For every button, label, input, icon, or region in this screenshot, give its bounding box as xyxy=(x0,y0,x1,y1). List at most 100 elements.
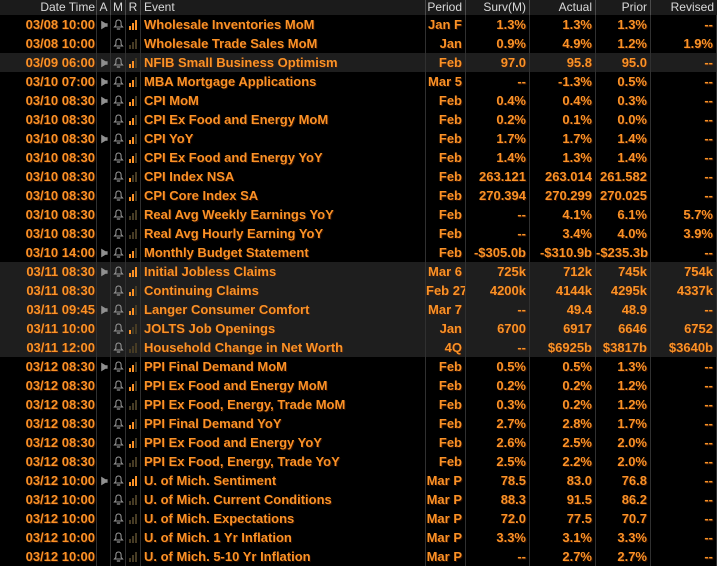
table-row[interactable]: 03/12 08:30 PPI Ex Food, Energy, Trade Y… xyxy=(0,452,717,471)
table-row[interactable]: 03/10 07:00 MBA Mortgage Applications Ma… xyxy=(0,72,717,91)
bell-icon[interactable] xyxy=(112,341,124,354)
bell-icon[interactable] xyxy=(112,265,124,278)
cell-alert[interactable] xyxy=(111,53,126,72)
cell-alert[interactable] xyxy=(111,34,126,53)
bell-icon[interactable] xyxy=(112,189,124,202)
bell-icon[interactable] xyxy=(112,531,124,544)
cell-alert[interactable] xyxy=(111,452,126,471)
table-row[interactable]: 03/10 14:00 Monthly Budget Statement Feb… xyxy=(0,243,717,262)
table-row[interactable]: 03/12 10:00 U. of Mich. 5-10 Yr Inflatio… xyxy=(0,547,717,566)
cell-alert[interactable] xyxy=(111,547,126,566)
cell-alert[interactable] xyxy=(111,110,126,129)
bell-icon[interactable] xyxy=(112,550,124,563)
bell-icon[interactable] xyxy=(112,379,124,392)
cell-alert[interactable] xyxy=(111,433,126,452)
bell-icon[interactable] xyxy=(112,398,124,411)
bell-icon[interactable] xyxy=(112,455,124,468)
bell-icon[interactable] xyxy=(112,360,124,373)
bell-icon[interactable] xyxy=(112,284,124,297)
bell-icon[interactable] xyxy=(112,417,124,430)
table-row[interactable]: 03/10 08:30 CPI Core Index SA Feb 270.39… xyxy=(0,186,717,205)
table-row[interactable]: 03/11 08:30 Initial Jobless Claims Mar 6… xyxy=(0,262,717,281)
table-row[interactable]: 03/12 08:30 PPI Final Demand YoY Feb 2.7… xyxy=(0,414,717,433)
cell-surv: 2.5% xyxy=(466,452,530,471)
cell-actual: 49.4 xyxy=(530,300,596,319)
table-row[interactable]: 03/10 08:30 CPI MoM Feb 0.4% 0.4% 0.3% -… xyxy=(0,91,717,110)
cell-datetime: 03/10 08:30 xyxy=(0,186,97,205)
table-row[interactable]: 03/10 08:30 CPI YoY Feb 1.7% 1.7% 1.4% -… xyxy=(0,129,717,148)
table-row[interactable]: 03/12 08:30 PPI Ex Food, Energy, Trade M… xyxy=(0,395,717,414)
cell-alert[interactable] xyxy=(111,15,126,34)
cell-alert[interactable] xyxy=(111,262,126,281)
table-row[interactable]: 03/11 12:00 Household Change in Net Wort… xyxy=(0,338,717,357)
cell-event: U. of Mich. Current Conditions xyxy=(141,490,426,509)
cell-alert[interactable] xyxy=(111,509,126,528)
cell-alert[interactable] xyxy=(111,319,126,338)
cell-alert[interactable] xyxy=(111,471,126,490)
table-row[interactable]: 03/08 10:00 Wholesale Trade Sales MoM Ja… xyxy=(0,34,717,53)
table-row[interactable]: 03/12 10:00 U. of Mich. Expectations Mar… xyxy=(0,509,717,528)
speaker-icon xyxy=(99,362,109,372)
table-row[interactable]: 03/12 08:30 PPI Final Demand MoM Feb 0.5… xyxy=(0,357,717,376)
cell-alert[interactable] xyxy=(111,148,126,167)
table-row[interactable]: 03/10 08:30 Real Avg Hourly Earning YoY … xyxy=(0,224,717,243)
cell-alert[interactable] xyxy=(111,224,126,243)
cell-alert[interactable] xyxy=(111,395,126,414)
cell-alert[interactable] xyxy=(111,72,126,91)
cell-alert[interactable] xyxy=(111,300,126,319)
bell-icon[interactable] xyxy=(112,132,124,145)
bell-icon[interactable] xyxy=(112,436,124,449)
cell-alert[interactable] xyxy=(111,91,126,110)
cell-alert[interactable] xyxy=(111,186,126,205)
bell-icon[interactable] xyxy=(112,18,124,31)
table-row[interactable]: 03/12 10:00 U. of Mich. Current Conditio… xyxy=(0,490,717,509)
table-row[interactable]: 03/09 06:00 NFIB Small Business Optimism… xyxy=(0,53,717,72)
bell-icon[interactable] xyxy=(112,151,124,164)
cell-alert[interactable] xyxy=(111,167,126,186)
bell-icon[interactable] xyxy=(112,37,124,50)
cell-alert[interactable] xyxy=(111,357,126,376)
bell-icon[interactable] xyxy=(112,94,124,107)
table-row[interactable]: 03/12 10:00 U. of Mich. 1 Yr Inflation M… xyxy=(0,528,717,547)
cell-alarm xyxy=(97,281,111,300)
bell-icon[interactable] xyxy=(112,56,124,69)
table-row[interactable]: 03/10 08:30 CPI Ex Food and Energy MoM F… xyxy=(0,110,717,129)
table-row[interactable]: 03/12 08:30 PPI Ex Food and Energy YoY F… xyxy=(0,433,717,452)
bell-icon[interactable] xyxy=(112,170,124,183)
cell-datetime: 03/11 09:45 xyxy=(0,300,97,319)
cell-relevance xyxy=(126,395,141,414)
cell-event: PPI Ex Food and Energy YoY xyxy=(141,433,426,452)
bell-icon[interactable] xyxy=(112,512,124,525)
table-row[interactable]: 03/12 08:30 PPI Ex Food and Energy MoM F… xyxy=(0,376,717,395)
table-row[interactable]: 03/10 08:30 CPI Index NSA Feb 263.121 26… xyxy=(0,167,717,186)
relevance-bars-icon xyxy=(129,323,137,334)
cell-alert[interactable] xyxy=(111,414,126,433)
table-row[interactable]: 03/10 08:30 CPI Ex Food and Energy YoY F… xyxy=(0,148,717,167)
cell-relevance xyxy=(126,319,141,338)
bell-icon[interactable] xyxy=(112,303,124,316)
bell-icon[interactable] xyxy=(112,113,124,126)
table-row[interactable]: 03/12 10:00 U. of Mich. Sentiment Mar P … xyxy=(0,471,717,490)
table-row[interactable]: 03/11 08:30 Continuing Claims Feb 27 420… xyxy=(0,281,717,300)
cell-surv: 72.0 xyxy=(466,509,530,528)
table-row[interactable]: 03/11 09:45 Langer Consumer Comfort Mar … xyxy=(0,300,717,319)
table-row[interactable]: 03/11 10:00 JOLTS Job Openings Jan 6700 … xyxy=(0,319,717,338)
bell-icon[interactable] xyxy=(112,474,124,487)
cell-alert[interactable] xyxy=(111,376,126,395)
cell-alert[interactable] xyxy=(111,490,126,509)
table-row[interactable]: 03/08 10:00 Wholesale Inventories MoM Ja… xyxy=(0,15,717,34)
cell-alert[interactable] xyxy=(111,243,126,262)
bell-icon[interactable] xyxy=(112,322,124,335)
table-row[interactable]: 03/10 08:30 Real Avg Weekly Earnings YoY… xyxy=(0,205,717,224)
bell-icon[interactable] xyxy=(112,493,124,506)
speaker-icon xyxy=(99,476,109,486)
cell-alert[interactable] xyxy=(111,205,126,224)
cell-alert[interactable] xyxy=(111,129,126,148)
cell-alert[interactable] xyxy=(111,281,126,300)
bell-icon[interactable] xyxy=(112,75,124,88)
cell-alert[interactable] xyxy=(111,528,126,547)
bell-icon[interactable] xyxy=(112,227,124,240)
cell-alert[interactable] xyxy=(111,338,126,357)
bell-icon[interactable] xyxy=(112,246,124,259)
bell-icon[interactable] xyxy=(112,208,124,221)
